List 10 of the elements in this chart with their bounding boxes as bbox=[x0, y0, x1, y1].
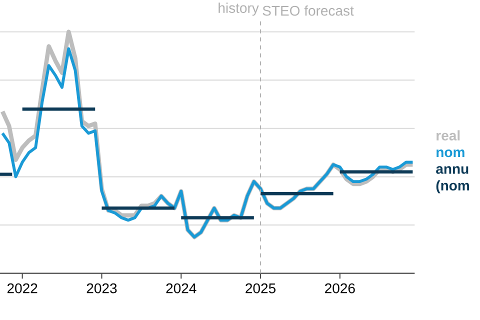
text: real bbox=[436, 130, 460, 141]
x-tick-label: 2025 bbox=[246, 283, 276, 294]
x-tick-label: 2023 bbox=[86, 283, 117, 294]
text: annu (nom bbox=[436, 166, 469, 194]
text: history bbox=[218, 2, 259, 16]
x-tick-label: 2022 bbox=[7, 283, 38, 294]
series-label: nom bbox=[436, 150, 464, 158]
x-tick-label: 2024 bbox=[166, 283, 196, 294]
ref-line-label: STEO forecast bbox=[262, 5, 354, 16]
x-tick-label: 2026 bbox=[325, 283, 355, 294]
